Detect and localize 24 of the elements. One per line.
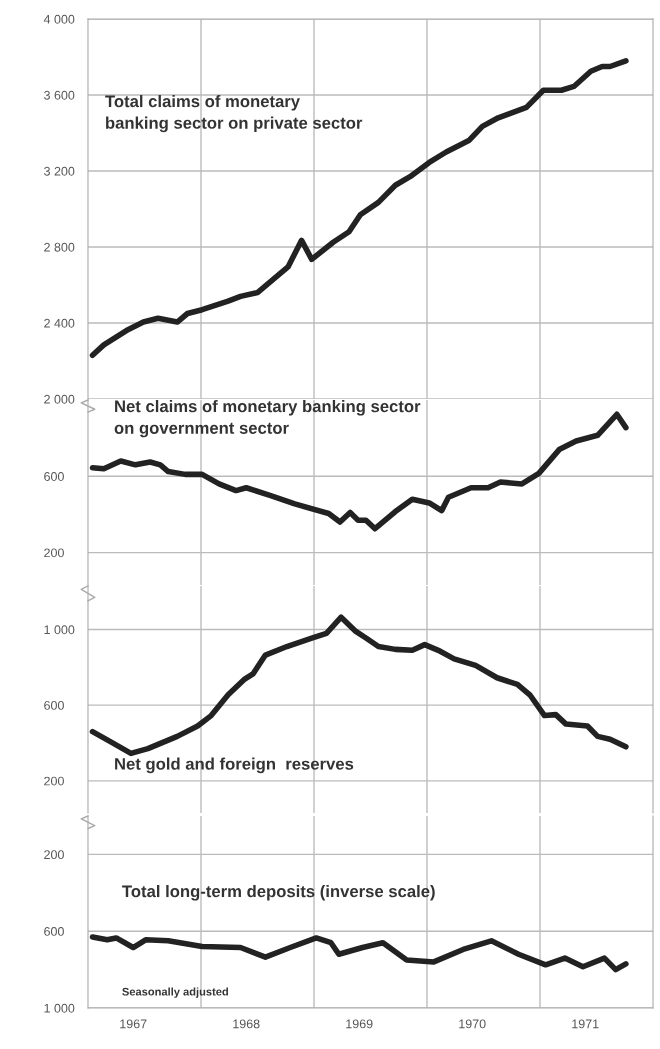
x-tick-label: 1968 (233, 1019, 260, 1029)
y-tick-label: 200 (44, 548, 64, 558)
y-tick-label: 200 (44, 776, 64, 786)
y-tick-label: 2 800 (44, 242, 75, 252)
y-tick-label: 600 (44, 927, 64, 936)
x-tick-label: 1967 (120, 1019, 147, 1029)
text: Total long-term deposits (inverse scale) (122, 885, 435, 901)
y-tick-label: 200 (44, 850, 64, 860)
y-tick-label: 2 000 (44, 394, 75, 404)
y-tick-label: 4 000 (43, 14, 75, 24)
y-tick-label: 1 000 (44, 625, 75, 635)
x-tick-label: 1970 (459, 1019, 486, 1029)
x-tick-label: 1971 (572, 1019, 599, 1029)
x-tick-label: 1969 (346, 1019, 373, 1029)
y-tick-label: 3 600 (44, 90, 75, 100)
y-tick-label: 2 400 (44, 318, 75, 328)
y-tick-label: 3 200 (44, 166, 75, 176)
y-tick-label: 600 (44, 472, 64, 481)
y-tick-label: 600 (44, 700, 64, 710)
annotation: Seasonally adjusted (122, 987, 228, 998)
series-label: Net gold and foreign reserves (115, 757, 354, 774)
y-tick-label: 1 000 (44, 1003, 75, 1013)
series-label: Net claims of monetary banking sector on government sector (114, 400, 421, 438)
text: Total claims of monetary banking sector on private sector (105, 95, 363, 133)
